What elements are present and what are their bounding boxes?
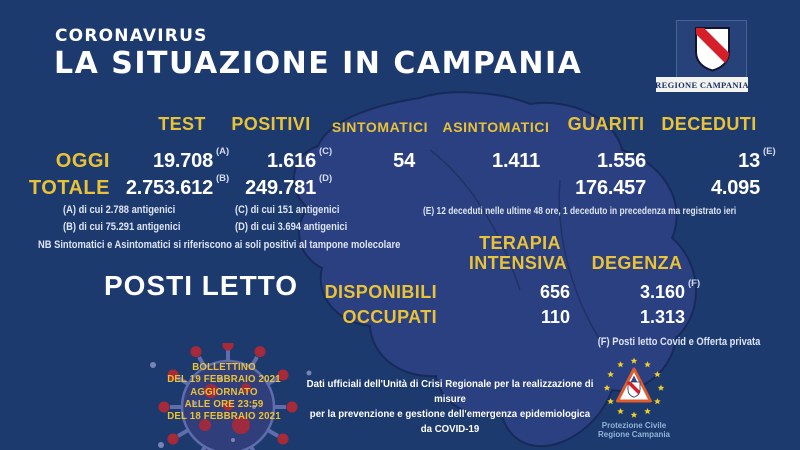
campania-shield-icon: [695, 27, 730, 72]
beds-col-terapia-line2: INTENSIVA: [468, 253, 568, 273]
footnote-marker-a: (A): [216, 146, 230, 157]
bulletin-line: ALLE ORE 23:59: [184, 397, 264, 410]
footnote-marker-b: (B): [216, 173, 230, 184]
protezione-civile-logo: [603, 357, 665, 418]
totale-deceduti-value: 4.095: [710, 177, 760, 199]
footnote-marker-f: (F): [688, 278, 701, 289]
beds-row-label-occupati: OCCUPATI: [342, 307, 437, 327]
beds-col-degenza: DEGENZA: [591, 253, 683, 273]
coronavirus-icon: [150, 343, 312, 450]
bulletin-date-block: BOLLETTINO DEL 19 FEBBRAIO 2021 AGGIORNA…: [130, 361, 318, 422]
beds-col-terapia-line1: TERAPIA: [479, 233, 561, 253]
footnote-e: (E) 12 deceduti nelle ultime 48 ore, 1 d…: [423, 205, 737, 217]
bulletin-line: BOLLETTINO: [192, 361, 256, 373]
occupati-terapia-value: 110: [540, 307, 570, 327]
disponibili-terapia-value: 656: [539, 282, 570, 302]
row-label-totale: TOTALE: [28, 177, 110, 199]
totale-positivi-value: 249.781 (D): [245, 173, 333, 199]
row-label-oggi: OGGI: [55, 150, 110, 172]
footnote-d: (D) di cui 3.694 antigenici: [235, 221, 348, 233]
col-header-guariti: GUARITI: [567, 114, 645, 134]
oggi-positivi-value: 1.616 (C): [266, 146, 333, 172]
page-title: LA SITUAZIONE IN CAMPANIA: [54, 46, 583, 81]
totale-guariti-value: 176.457: [575, 177, 646, 199]
totale-test-value: 2.753.612 (B): [125, 173, 230, 199]
col-header-deceduti: DECEDUTI: [661, 114, 757, 134]
page-supertitle: CORONAVIRUS: [55, 26, 208, 46]
col-header-asintomatici: ASINTOMATICI: [442, 119, 550, 135]
disponibili-degenza-value: 3.160 (F): [639, 278, 701, 302]
oggi-sintomatici-value: 54: [393, 150, 415, 172]
stats-header-row: TEST POSITIVI SINTOMATICI ASINTOMATICI G…: [0, 111, 800, 135]
footnote-nb: NB Sintomatici e Asintomatici si riferis…: [38, 239, 401, 251]
footnote-marker-d: (D): [319, 173, 333, 184]
oggi-deceduti-value: 13 (E): [738, 146, 776, 172]
col-header-sintomatici: SINTOMATICI: [331, 119, 429, 135]
regione-campania-label: REGIONE CAMPANIA: [655, 79, 749, 90]
col-header-positivi: POSITIVI: [231, 114, 311, 134]
source-note: Dati ufficiali dell'Unità di Crisi Regio…: [306, 377, 595, 437]
protezione-civile-caption: Protezione Civile Regione Campania: [582, 421, 686, 439]
footnote-a: (A) di cui 2.788 antigenici: [63, 204, 176, 216]
protezione-civile-caption-line2: Regione Campania: [597, 430, 670, 439]
occupati-degenza-value: 1.313: [639, 307, 685, 327]
bulletin-line: DEL 19 FEBBRAIO 2021: [167, 373, 281, 386]
footnote-f: (F) Posti letto Covid e Offerta privata: [597, 336, 760, 348]
beds-section-title: POSTI LETTO: [104, 270, 299, 301]
regione-campania-label-strip: REGIONE CAMPANIA: [655, 77, 749, 92]
footnote-c: (C) di cui 151 antigenici: [235, 204, 340, 216]
bulletin-line: AGGIORNATO: [190, 385, 258, 398]
footnote-marker-e: (E): [763, 146, 776, 157]
oggi-test-value: 19.708 (A): [153, 146, 230, 172]
source-note-line2: per la prevenzione e gestione dell'emerg…: [309, 408, 591, 435]
bulletin-line: DEL 18 FEBBRAIO 2021: [167, 410, 281, 423]
source-note-line1: Dati ufficiali dell'Unità di Crisi Regio…: [306, 378, 594, 405]
oggi-guariti-value: 1.556: [596, 150, 646, 172]
footnote-b: (B) di cui 75.291 antigenici: [63, 221, 181, 233]
beds-row-label-disponibili: DISPONIBILI: [324, 282, 437, 302]
stats-row-totale: TOTALE 2.753.612 (B) 249.781 (D) 176.457 4…: [0, 173, 800, 200]
col-header-test: TEST: [158, 114, 206, 134]
stats-row-oggi: OGGI 19.708 (A) 1.616 (C) 54 1.411 1.556 1…: [0, 146, 800, 173]
protezione-civile-caption-line1: Protezione Civile: [601, 421, 667, 430]
oggi-asintomatici-value: 1.411: [492, 150, 540, 172]
footnote-marker-c: (C): [319, 146, 333, 157]
